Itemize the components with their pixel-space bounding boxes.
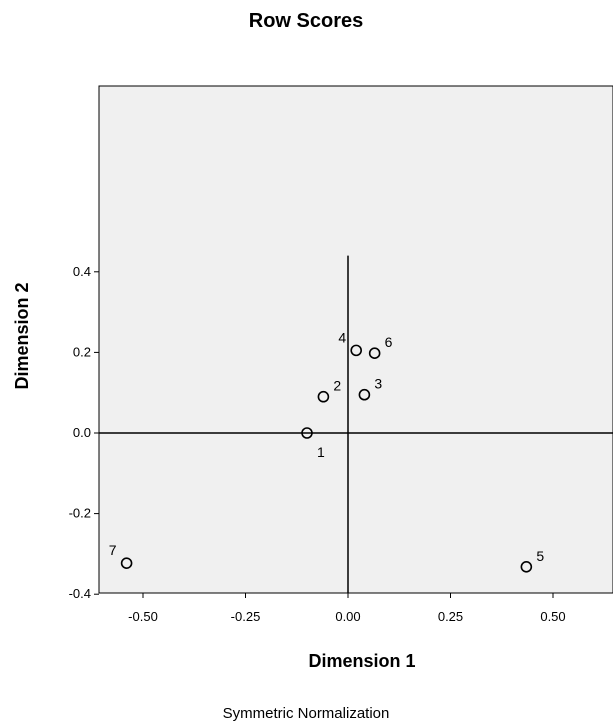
data-point — [120, 557, 133, 569]
y-tick-label: 0.4 — [73, 264, 91, 279]
footnote: Symmetric Normalization — [223, 705, 390, 722]
data-point — [350, 344, 363, 357]
data-point-label: 6 — [385, 334, 393, 350]
data-point-label: 5 — [536, 548, 544, 564]
plot-area — [98, 85, 613, 594]
x-tick-label: -0.25 — [231, 609, 261, 624]
y-tick-label: 0.2 — [73, 344, 91, 359]
data-point — [301, 427, 313, 439]
x-tick-label: 0.25 — [438, 609, 463, 624]
data-point-label: 2 — [333, 378, 341, 394]
x-tick-label: 0.00 — [335, 609, 360, 624]
x-tick-label: 0.50 — [540, 609, 565, 624]
y-axis-title: Dimension 2 — [12, 282, 32, 389]
data-point — [358, 388, 371, 401]
x-tick-label: -0.50 — [128, 609, 158, 624]
x-axis-title: Dimension 1 — [308, 651, 415, 671]
chart-title: Row Scores — [249, 10, 363, 32]
y-tick-label: 0.0 — [73, 425, 91, 440]
y-tick-label: -0.2 — [69, 506, 91, 521]
data-point — [368, 347, 381, 360]
reference-lines — [99, 255, 613, 593]
y-axis: -0.4 -0.2 0.0 0.2 0.4 — [69, 264, 99, 601]
data-point-label: 3 — [374, 376, 382, 392]
data-point-label: 1 — [317, 444, 325, 460]
data-point — [520, 560, 533, 573]
data-point-label: 7 — [109, 542, 117, 558]
y-tick-label: -0.4 — [69, 586, 91, 601]
x-axis: -0.50 -0.25 0.00 0.25 0.50 — [128, 593, 566, 624]
data-points: 1 2 3 4 5 6 7 — [109, 329, 544, 573]
data-point — [317, 390, 330, 403]
data-point-label: 4 — [338, 329, 346, 345]
